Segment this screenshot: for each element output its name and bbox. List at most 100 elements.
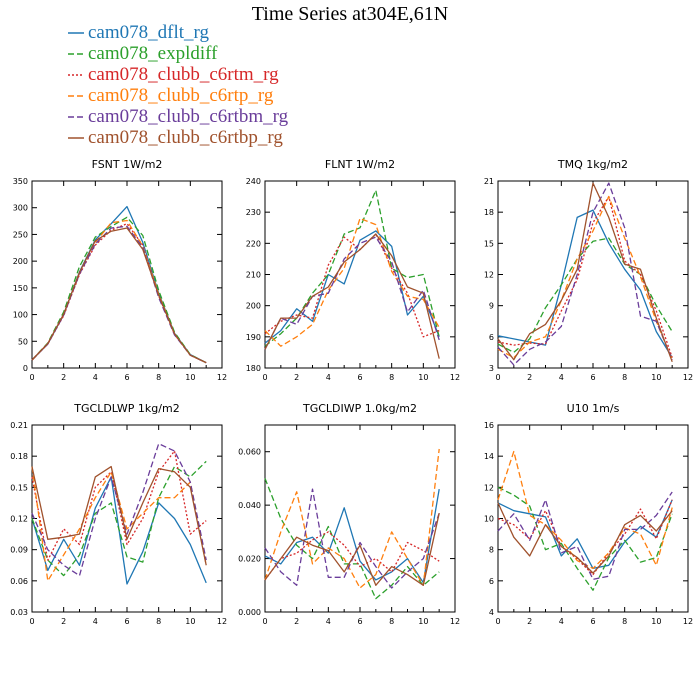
series-line bbox=[497, 450, 673, 570]
x-tick-label: 8 bbox=[622, 617, 627, 626]
y-tick-label: 0.15 bbox=[10, 483, 28, 492]
y-tick-label: 21 bbox=[484, 177, 494, 186]
y-tick-label: 3 bbox=[489, 364, 494, 373]
series-line bbox=[264, 230, 440, 344]
x-tick-label: 6 bbox=[590, 373, 595, 382]
x-tick-label: 12 bbox=[450, 617, 460, 626]
y-tick-label: 0.040 bbox=[238, 501, 261, 510]
y-tick-label: 150 bbox=[13, 284, 28, 293]
y-tick-label: 12 bbox=[484, 271, 494, 280]
y-tick-label: 50 bbox=[18, 337, 28, 346]
series-line bbox=[497, 499, 673, 576]
x-tick-label: 6 bbox=[590, 617, 595, 626]
x-tick-label: 6 bbox=[124, 373, 129, 382]
x-tick-label: 8 bbox=[389, 373, 394, 382]
series-line bbox=[31, 443, 207, 577]
legend-item: cam078_clubb_c6rtbm_rg bbox=[68, 106, 289, 127]
x-tick-label: 2 bbox=[294, 373, 299, 382]
y-tick-label: 200 bbox=[246, 302, 261, 311]
x-tick-label: 4 bbox=[93, 617, 98, 626]
y-tick-label: 18 bbox=[484, 208, 494, 217]
legend-label: cam078_clubb_c6rtbp_rg bbox=[88, 127, 283, 148]
y-tick-label: 300 bbox=[13, 204, 28, 213]
y-tick-label: 190 bbox=[246, 333, 261, 342]
series-line bbox=[264, 488, 440, 589]
series-line bbox=[264, 217, 440, 347]
legend-label: cam078_clubb_c6rtp_rg bbox=[88, 85, 274, 106]
x-tick-label: 0 bbox=[495, 373, 500, 382]
legend-item: cam078_clubb_c6rtp_rg bbox=[68, 85, 274, 106]
y-tick-label: 9 bbox=[489, 302, 494, 311]
x-tick-label: 6 bbox=[357, 373, 362, 382]
x-tick-label: 4 bbox=[559, 373, 564, 382]
panel-title: TMQ 1kg/m2 bbox=[557, 158, 628, 171]
x-tick-label: 0 bbox=[29, 373, 34, 382]
panel-title: FLNT 1W/m2 bbox=[325, 158, 395, 171]
y-tick-label: 230 bbox=[246, 208, 261, 217]
legend-item: cam078_clubb_c6rtbp_rg bbox=[68, 127, 283, 148]
legend-item: cam078_clubb_c6rtm_rg bbox=[68, 64, 279, 85]
legend-label: cam078_expldiff bbox=[88, 43, 218, 64]
chart-panel: TMQ 1kg/m2 0 2 4 6 8 10 12 3 6 9 12 15 18 21 bbox=[484, 158, 693, 382]
x-tick-label: 6 bbox=[124, 617, 129, 626]
series-line bbox=[31, 460, 207, 577]
y-tick-label: 0.06 bbox=[10, 577, 28, 586]
x-tick-label: 0 bbox=[262, 617, 267, 626]
x-tick-label: 10 bbox=[418, 617, 428, 626]
panel-title: U10 1m/s bbox=[567, 402, 620, 415]
x-tick-label: 0 bbox=[29, 617, 34, 626]
y-tick-label: 0.060 bbox=[238, 448, 261, 457]
y-tick-label: 0.000 bbox=[238, 608, 261, 617]
series-line bbox=[31, 216, 207, 364]
y-tick-label: 4 bbox=[489, 608, 494, 617]
x-tick-label: 8 bbox=[156, 373, 161, 382]
series-line bbox=[31, 465, 207, 566]
x-tick-label: 12 bbox=[217, 617, 227, 626]
x-tick-label: 4 bbox=[93, 373, 98, 382]
series-line bbox=[264, 236, 440, 350]
series-line bbox=[264, 531, 440, 581]
y-tick-label: 250 bbox=[13, 230, 28, 239]
series-line bbox=[497, 182, 673, 363]
x-tick-label: 12 bbox=[450, 373, 460, 382]
y-tick-label: 0 bbox=[23, 364, 28, 373]
x-tick-label: 12 bbox=[683, 373, 693, 382]
y-tick-label: 0.21 bbox=[10, 421, 28, 430]
y-tick-label: 16 bbox=[484, 421, 494, 430]
x-tick-label: 2 bbox=[61, 617, 66, 626]
series-line bbox=[31, 450, 207, 561]
chart-panel: FSNT 1W/m2 0 2 4 6 8 10 12 0 50 100 150 200 250 300 350 bbox=[13, 158, 227, 382]
chart-panel: TGCLDIWP 1.0kg/m2 0 2 4 6 8 10 12 0.000 0.020 0.04… bbox=[238, 402, 460, 626]
panel-title: TGCLDIWP 1.0kg/m2 bbox=[302, 402, 417, 415]
series-line bbox=[497, 209, 673, 358]
series-line bbox=[497, 237, 673, 354]
series-line bbox=[497, 195, 673, 358]
y-tick-label: 200 bbox=[13, 257, 28, 266]
y-tick-label: 0.020 bbox=[238, 555, 261, 564]
y-tick-label: 8 bbox=[489, 546, 494, 555]
panels: FSNT 1W/m20 2 4 6 8 10 12050100150200250300350… bbox=[10, 158, 693, 626]
x-tick-label: 12 bbox=[683, 617, 693, 626]
plot-frame bbox=[264, 424, 456, 613]
plot-frame bbox=[31, 180, 223, 369]
y-tick-label: 0.18 bbox=[10, 452, 28, 461]
legend-label: cam078_dflt_rg bbox=[88, 22, 210, 43]
chart-panel: TGCLDLWP 1kg/m2 0 2 4 6 8 10 12 0.03 0.06 0.09 0.12… bbox=[10, 402, 227, 626]
plot-frame bbox=[264, 180, 456, 369]
y-tick-label: 240 bbox=[246, 177, 261, 186]
x-tick-label: 2 bbox=[294, 617, 299, 626]
y-tick-label: 180 bbox=[246, 364, 261, 373]
y-tick-label: 12 bbox=[484, 483, 494, 492]
x-tick-label: 10 bbox=[651, 617, 661, 626]
chart-panel: FLNT 1W/m2 0 2 4 6 8 10 12 180 190 200 210 220 230 240 bbox=[246, 158, 460, 382]
x-tick-label: 6 bbox=[357, 617, 362, 626]
x-tick-label: 10 bbox=[185, 373, 195, 382]
legend-item: cam078_dflt_rg bbox=[68, 22, 210, 43]
series-line bbox=[264, 448, 440, 589]
x-tick-label: 10 bbox=[418, 373, 428, 382]
series-line bbox=[264, 233, 440, 359]
y-tick-label: 0.03 bbox=[10, 608, 28, 617]
y-tick-label: 14 bbox=[484, 452, 494, 461]
legend-label: cam078_clubb_c6rtbm_rg bbox=[88, 106, 289, 127]
series-line bbox=[497, 182, 673, 366]
